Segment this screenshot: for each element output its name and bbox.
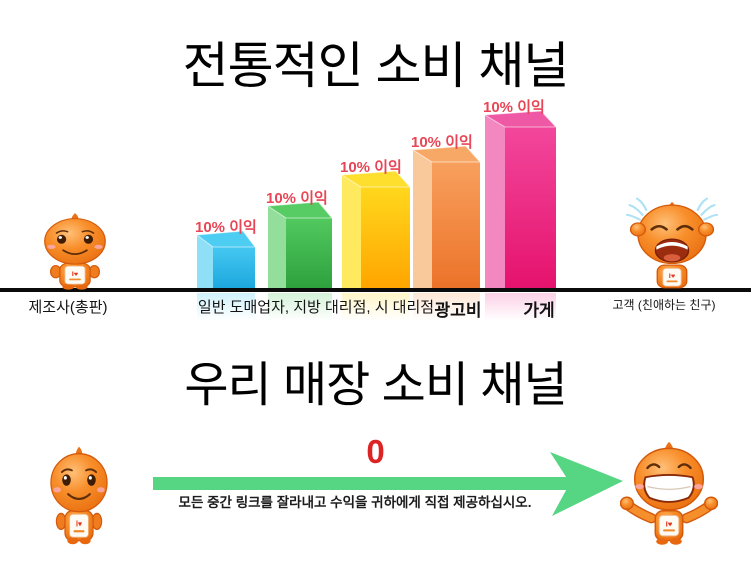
happy-mascot-store-icon bbox=[49, 445, 109, 546]
bar-profit-label: 10% 이익 bbox=[483, 98, 545, 116]
stage-label-wholesalers: 일반 도매업자, 지방 대리점, 시 대리점 bbox=[197, 299, 435, 316]
bar-top-face bbox=[483, 110, 558, 128]
bar-front-face bbox=[505, 127, 556, 290]
crying-mascot-customer-icon bbox=[626, 197, 718, 290]
laughing-mascot-customer-icon bbox=[620, 440, 718, 548]
bar-side-face bbox=[268, 206, 286, 290]
bar-front-face bbox=[213, 247, 255, 290]
bar-side-face bbox=[485, 115, 505, 290]
bar-profit-label: 10% 이익 bbox=[411, 133, 473, 151]
stage-label-advertising: 광고비 bbox=[434, 301, 482, 320]
arrow-shaft bbox=[153, 477, 572, 490]
bar-front-face bbox=[361, 187, 410, 290]
bar-top-face bbox=[195, 230, 256, 248]
bar-top-face bbox=[340, 170, 412, 188]
bar-profit-label: 10% 이익 bbox=[340, 158, 402, 176]
stage-label-store: 가게 bbox=[523, 301, 555, 320]
bar-front-face bbox=[432, 162, 480, 290]
bar-side-face bbox=[413, 150, 432, 290]
bar-side-face bbox=[197, 235, 213, 290]
stage-label-customer: 고객 (친애하는 친구) bbox=[612, 298, 716, 312]
stage-label-manufacturer: 제조사(총판) bbox=[28, 299, 108, 316]
bar-top-face bbox=[411, 145, 482, 163]
bar-front-face bbox=[286, 218, 332, 290]
zero-profit-value: 0 bbox=[366, 433, 385, 470]
traditional-channel-title: 전통적인 소비 채널 bbox=[182, 38, 570, 94]
bar-top-face bbox=[266, 201, 334, 219]
happy-mascot-manufacturer-icon bbox=[43, 212, 107, 291]
bars-layer: 10% 이익 10% 이익 10% 이익 10% 이익 10% 이익 bbox=[195, 98, 558, 321]
bar-side-face bbox=[342, 175, 361, 290]
bar-profit-label: 10% 이익 bbox=[266, 189, 328, 207]
bar-profit-label: 10% 이익 bbox=[195, 218, 257, 236]
store-channel-title: 우리 매장 소비 채널 bbox=[184, 359, 567, 412]
direct-supply-caption: 모든 중간 링크를 잘라내고 수익을 귀하에게 직접 제공하십시오. bbox=[178, 495, 532, 510]
